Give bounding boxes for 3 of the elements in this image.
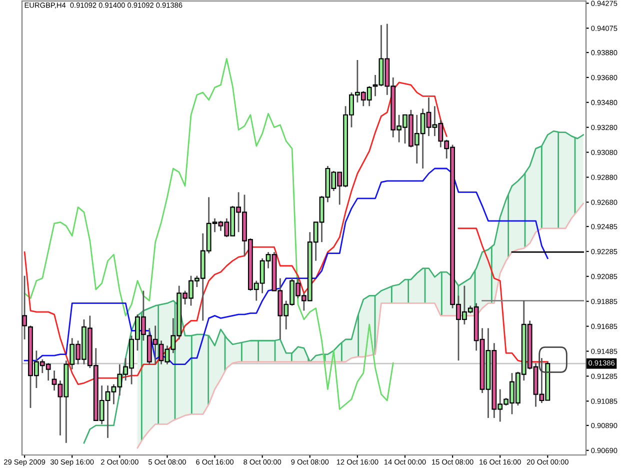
candlestick	[22, 275, 28, 340]
line-series	[24, 58, 394, 410]
line-series	[136, 202, 584, 449]
